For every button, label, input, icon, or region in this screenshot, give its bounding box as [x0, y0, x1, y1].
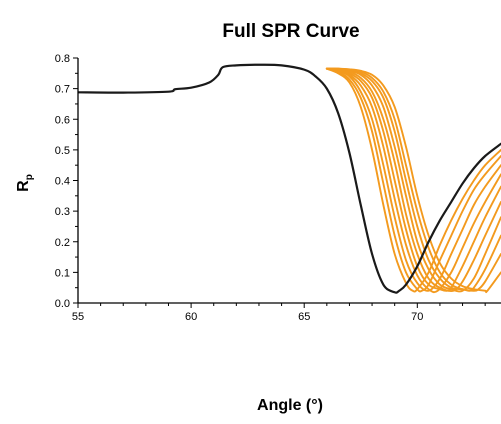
- x-tick-label: 60: [185, 311, 197, 323]
- y-tick-label: 0.4: [55, 176, 70, 188]
- series-line-reference: [78, 63, 501, 294]
- x-tick-label: 55: [72, 311, 84, 323]
- series-line-shifted-4: [325, 67, 501, 294]
- series-line-shifted-3: [325, 67, 501, 292]
- chart-title: Full SPR Curve: [222, 21, 359, 42]
- series-group: [78, 63, 501, 294]
- y-tick-label: 0.2: [55, 237, 70, 249]
- y-axis-label-main: R: [15, 180, 32, 192]
- y-tick-label: 0.5: [55, 145, 70, 157]
- x-tick-label: 70: [411, 311, 423, 323]
- y-axis-label: Rp: [15, 174, 35, 192]
- y-tick-label: 0.0: [55, 298, 70, 310]
- y-tick-label: 0.3: [55, 206, 70, 218]
- y-axis-label-subscript: p: [24, 174, 35, 180]
- y-tick-label: 0.6: [55, 114, 70, 126]
- series-line-shifted-2: [325, 67, 501, 293]
- y-axis-ticks: 0.0 0.1 0.2 0.3 0.4 0.5 0.6 0.7 0.8: [55, 53, 78, 310]
- series-line-shifted-1: [325, 67, 501, 293]
- y-tick-label: 0.8: [55, 53, 70, 65]
- series-line-shifted-10: [325, 67, 501, 294]
- series-line-shifted-6: [325, 67, 501, 292]
- x-tick-label: 65: [298, 311, 310, 323]
- x-axis-label: Angle (°): [257, 397, 323, 414]
- y-tick-label: 0.1: [55, 267, 70, 279]
- y-tick-label: 0.7: [55, 84, 70, 96]
- x-axis-ticks: 55 60 65 70: [72, 303, 486, 323]
